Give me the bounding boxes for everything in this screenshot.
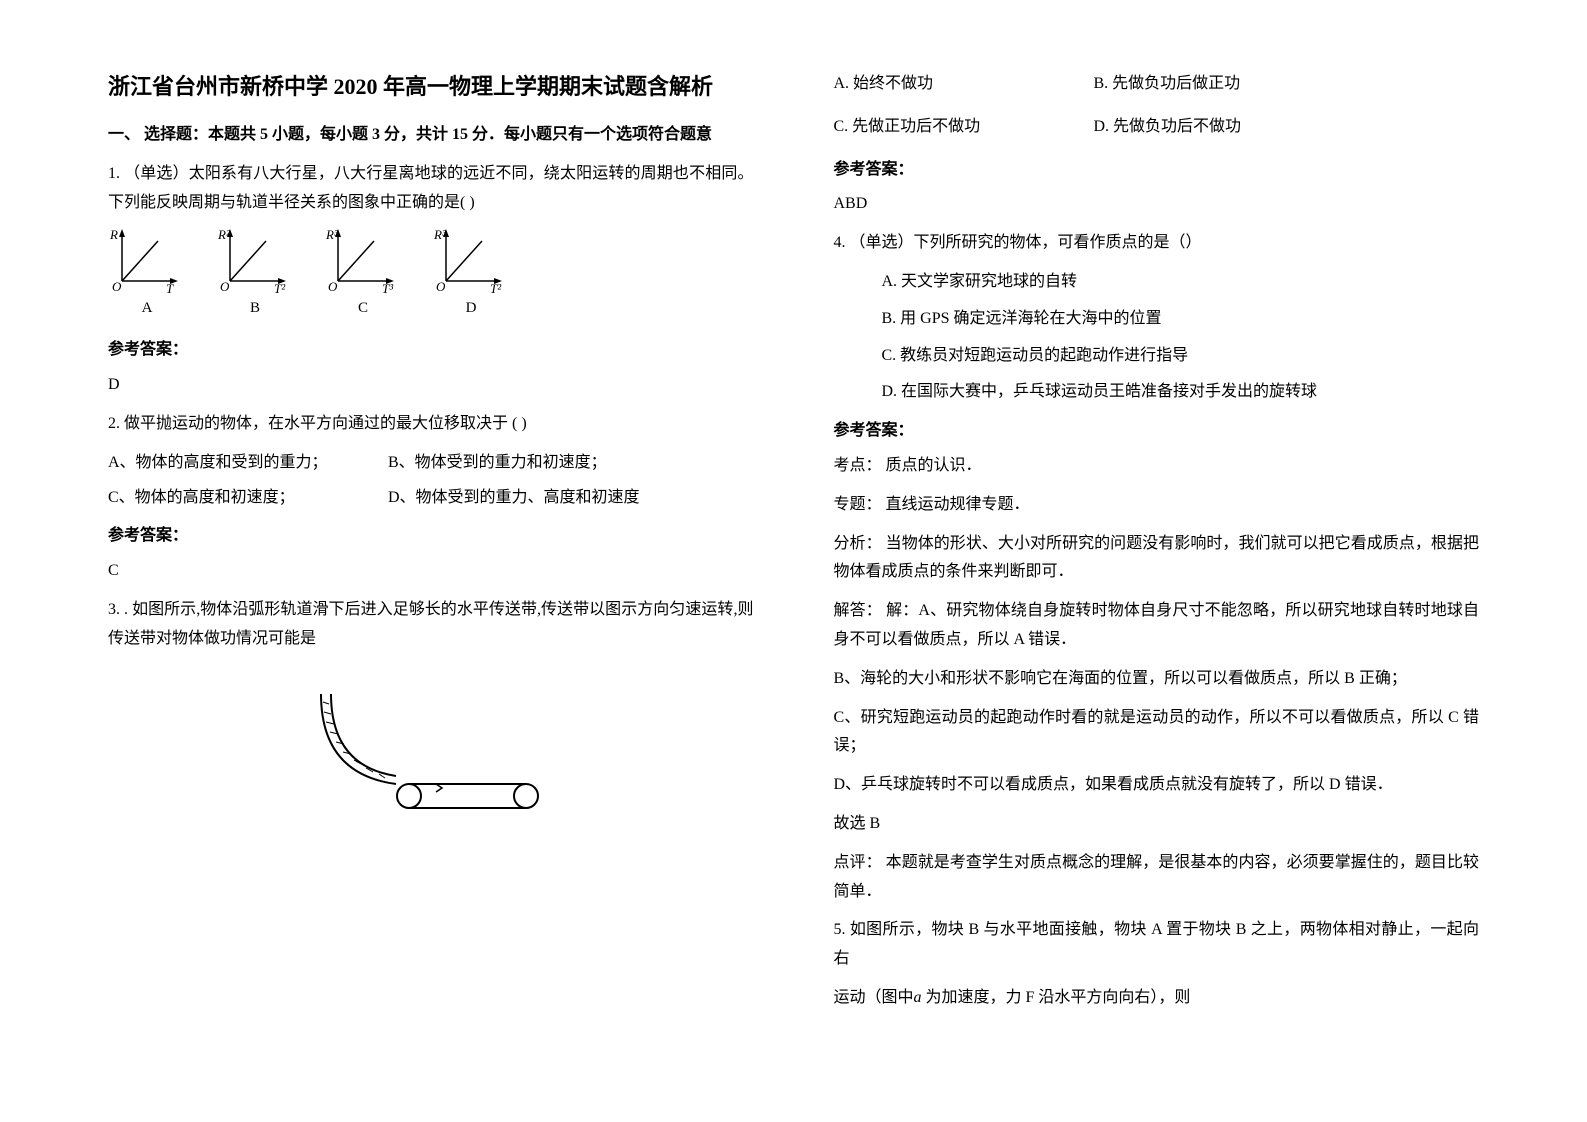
q2-opt-c: C、物体的高度和初速度； [108,484,388,513]
q3-ans-label: 参考答案： [834,156,1480,185]
q4-dp-label: 点评： [834,854,882,871]
q1-graph-c: R³ O T³ C [324,227,402,322]
q1-ans-label: 参考答案： [108,336,754,365]
q4-fx-text: 当物体的形状、大小对所研究的问题没有影响时，我们就可以把它看成质点，根据把物体看… [834,535,1480,581]
q5-stem-b-mid: 为加速度，力 F 沿水平方向向右），则 [922,989,1191,1006]
q4-opt-b: B. 用 GPS 确定远洋海轮在大海中的位置 [834,305,1480,334]
svg-text:R: R [109,227,118,242]
q4-dp-text: 本题就是考查学生对质点概念的理解，是很基本的内容，必须要掌握住的，题目比较简单． [834,854,1480,900]
q4-final: 故选 B [834,810,1480,839]
q3-opt-c: C. 先做正功后不做功 [834,113,1094,142]
q2-ans-label: 参考答案： [108,522,754,551]
svg-text:T³: T³ [382,281,394,293]
q4-jd-b: B、海轮的大小和形状不影响它在海面的位置，所以可以看做质点，所以 B 正确； [834,665,1480,694]
q2-opt-d: D、物体受到的重力、高度和初速度 [388,484,640,513]
q1-graph-label: A [108,295,186,322]
q2-opt-a: A、物体的高度和受到的重力； [108,449,388,478]
svg-text:O: O [436,279,446,293]
svg-text:T: T [166,281,174,293]
q3-figure [108,684,754,835]
q1-graph-label: C [324,295,402,322]
q1-figure: R O TA R² O T² B R³ O T³ C R³ O T² D [108,227,754,322]
q4-zt-text: 直线运动规律专题． [882,496,1030,513]
q5-stem-a: 5. 如图所示，物块 B 与水平地面接触，物块 A 置于物块 B 之上，两物体相… [834,921,1480,967]
q4-zt: 专题： 直线运动规律专题． [834,491,1480,520]
q3-opt-d: D. 先做负功后不做功 [1094,113,1354,142]
q4-opt-a: A. 天文学家研究地球的自转 [834,268,1480,297]
q4-fx: 分析： 当物体的形状、大小对所研究的问题没有影响时，我们就可以把它看成质点，根据… [834,530,1480,588]
q2-opt-b: B、物体受到的重力和初速度； [388,449,607,478]
q5-stem-b: 运动（图中a 为加速度，力 F 沿水平方向向右），则 [834,984,1480,1013]
q1-graph-a: R O TA [108,227,186,322]
section-heading: 一、 选择题：本题共 5 小题，每小题 3 分，共计 15 分．每小题只有一个选… [108,121,754,150]
q1-graph-label: B [216,295,294,322]
svg-text:T²: T² [490,281,502,293]
q5-stem-b-prefix: 运动（图中 [834,989,914,1006]
q4-jd-a: 解答： 解：A、研究物体绕自身旋转时物体自身尺寸不能忽略，所以研究地球自转时地球… [834,597,1480,655]
svg-text:O: O [328,279,338,293]
svg-text:O: O [220,279,230,293]
q4-ans-label: 参考答案： [834,417,1480,446]
q4-jd-c: C、研究短跑运动员的起跑动作时看的就是运动员的动作，所以不可以看做质点，所以 C… [834,704,1480,762]
q4-kd: 考点： 质点的认识． [834,452,1480,481]
q4-fx-label: 分析： [834,535,882,552]
q4-dp: 点评： 本题就是考查学生对质点概念的理解，是很基本的内容，必须要掌握住的，题目比… [834,849,1480,907]
svg-text:R²: R² [217,227,231,242]
q2-stem: 2. 做平抛运动的物体，在水平方向通过的最大位移取决于 ( ) [108,410,754,439]
q4-kd-text: 质点的认识． [882,457,982,474]
q4-opt-c: C. 教练员对短跑运动员的起跑动作进行指导 [834,342,1480,371]
q4-zt-label: 专题： [834,496,882,513]
q4-opt-d: D. 在国际大赛中，乒乓球运动员王皓准备接对手发出的旋转球 [834,378,1480,407]
q3-opt-b: B. 先做负功后做正功 [1094,70,1354,99]
svg-text:T²: T² [274,281,286,293]
q3-ans: ABD [834,190,1480,219]
q1-stem: 1. （单选）太阳系有八大行星，八大行星离地球的远近不同，绕太阳运转的周期也不相… [108,160,754,218]
q2-ans: C [108,557,754,586]
q4-stem: 4. （单选）下列所研究的物体，可看作质点的是（） [834,229,1480,258]
q1-graph-d: R³ O T² D [432,227,510,322]
page-title: 浙江省台州市新桥中学 2020 年高一物理上学期期末试题含解析 [108,70,754,103]
q1-graph-b: R² O T² B [216,227,294,322]
q1-graph-label: D [432,295,510,322]
q5-stem: 5. 如图所示，物块 B 与水平地面接触，物块 A 置于物块 B 之上，两物体相… [834,916,1480,974]
q4-jd-label: 解答： [834,602,882,619]
q4-jd-d: D、乒乓球旋转时不可以看成质点，如果看成质点就没有旋转了，所以 D 错误． [834,771,1480,800]
svg-text:R³: R³ [433,227,447,242]
q3-opt-a: A. 始终不做功 [834,70,1094,99]
q4-kd-label: 考点： [834,457,882,474]
q3-options: A. 始终不做功 B. 先做负功后做正功 C. 先做正功后不做功 D. 先做负功… [834,70,1480,142]
svg-text:R³: R³ [325,227,339,242]
q1-ans: D [108,371,754,400]
svg-text:O: O [112,279,122,293]
q3-stem: 3. . 如图所示,物体沿弧形轨道滑下后进入足够长的水平传送带,传送带以图示方向… [108,596,754,654]
q5-italic-a: a [914,989,922,1006]
q4-jd-a-text: 解：A、研究物体绕自身旋转时物体自身尺寸不能忽略，所以研究地球自转时地球自身不可… [834,602,1480,648]
